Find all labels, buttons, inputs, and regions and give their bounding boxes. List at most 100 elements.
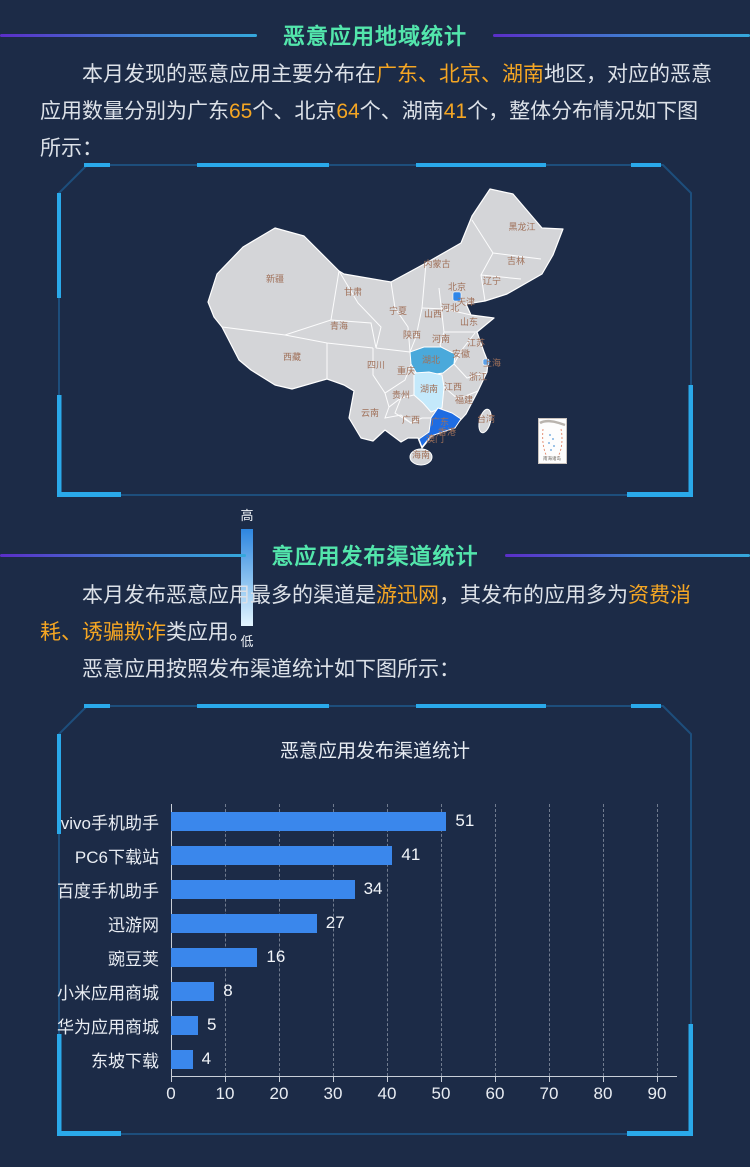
province-label: 云南 [361, 407, 379, 418]
gridline [279, 804, 280, 1076]
x-tick-label: 60 [485, 1084, 505, 1103]
bar-value-label: 41 [401, 845, 421, 864]
province-label: 湖北 [422, 355, 440, 365]
bar-row: 百度手机助手 34 [57, 872, 683, 906]
province-label: 河南 [432, 333, 450, 344]
bar-value-label: 16 [266, 947, 286, 966]
tick-mark [441, 1077, 442, 1082]
chart-y-axis [171, 804, 172, 1076]
bar-category-label: 小米应用商城 [57, 983, 159, 1003]
province-label: 宁夏 [389, 305, 407, 316]
province-borders [221, 219, 542, 424]
province-label: 安徽 [452, 348, 470, 359]
bar[interactable] [171, 947, 258, 967]
island-hainan[interactable] [409, 448, 433, 466]
chart-title: 恶意应用发布渠道统计 [279, 741, 470, 762]
province-label: 西藏 [283, 351, 301, 362]
gridline [225, 804, 226, 1076]
bar-row: vivo手机助手 51 [61, 804, 683, 838]
bar[interactable] [171, 811, 447, 831]
bar-value-label: 27 [325, 913, 345, 932]
section-title-region: 恶意应用地域统计 [283, 24, 468, 49]
tick-mark [495, 1077, 496, 1082]
province-label: 北京 [448, 281, 466, 292]
province-shanghai[interactable] [482, 358, 490, 366]
province-beijing[interactable] [452, 291, 462, 302]
x-tick-label: 50 [431, 1084, 451, 1103]
paragraph-channel-text: 本月发布恶意应用最多的渠道是游迅网，其发布的应用多为资费消耗、诱骗欺诈类应用。 [40, 577, 712, 651]
tick-mark [387, 1077, 388, 1082]
highlighted-text: 资费消耗、诱骗欺诈 [40, 584, 691, 644]
highlighted-text: 广东、北京、湖南 [376, 63, 544, 86]
legend-low-label: 低 [240, 634, 254, 649]
province-label: 广西 [402, 414, 420, 425]
province-guangdong[interactable] [418, 407, 462, 448]
bar-value-label: 8 [223, 981, 233, 1000]
province-label: 山西 [424, 309, 442, 319]
province-label: 甘肃 [344, 286, 362, 297]
tick-mark [549, 1077, 550, 1082]
paragraph-region-stats: 本月发现的恶意应用主要分布在广东、北京、湖南地区，对应的恶意应用数量分别为广东6… [40, 56, 712, 167]
province-label: 四川 [367, 360, 385, 370]
province-label: 辽宁 [483, 275, 501, 286]
bar[interactable] [171, 1049, 193, 1069]
province-label: 江苏 [467, 337, 485, 348]
bar-row: 小米应用商城 8 [57, 974, 683, 1008]
tick-mark [225, 1077, 226, 1082]
province-label: 黑龙江 [508, 221, 535, 232]
bar[interactable] [171, 845, 393, 865]
panel-frame-decoration [57, 704, 693, 1136]
bar-value-label: 34 [363, 879, 383, 898]
province-label: 山东 [460, 316, 478, 327]
bar-value-label: 51 [455, 811, 475, 830]
bar[interactable] [171, 981, 215, 1001]
gridline [549, 804, 550, 1076]
channel-chart-panel: 恶意应用发布渠道统计 vivo手机助手 51 PC6下载站 41 百度手机助手 34 迅游网… [57, 704, 693, 1136]
bar-row: 豌豆荚 16 [108, 940, 683, 974]
x-tick-label: 80 [593, 1084, 613, 1103]
header-line-right [504, 553, 750, 557]
province-hubei[interactable] [409, 346, 456, 376]
paragraph-channel-stats: 本月发布恶意应用最多的渠道是游迅网，其发布的应用多为资费消耗、诱骗欺诈类应用。 … [40, 577, 712, 688]
body-text: 本月发现的恶意应用主要分布在 [82, 63, 376, 86]
province-label: 海南 [412, 449, 430, 460]
province-label: 澳门 [426, 433, 444, 444]
bar[interactable] [171, 913, 317, 933]
tick-mark [171, 1077, 172, 1082]
x-tick-label: 70 [539, 1084, 559, 1103]
legend-gradient-bar [241, 529, 253, 626]
map-panel: 新疆 西藏 青海 甘肃 内蒙古 黑龙江 吉林 辽宁 北京 天津 河北 山西 山东 宁夏 陕西 河南 江苏 安徽 上海… [57, 163, 693, 649]
highlighted-text: 游迅网 [376, 584, 439, 607]
province-label: 陕西 [403, 329, 421, 340]
tick-mark [333, 1077, 334, 1082]
map-legend: 高 低 [233, 505, 261, 650]
bar-row: 华为应用商城 5 [57, 1008, 683, 1042]
chart-bars: vivo手机助手 51 PC6下载站 41 百度手机助手 34 迅游网 27 豌豆荚 16 小米应用… [57, 804, 683, 1076]
paragraph-region-text: 本月发现的恶意应用主要分布在广东、北京、湖南地区，对应的恶意应用数量分别为广东6… [40, 56, 712, 167]
island-taiwan[interactable] [477, 408, 493, 434]
bar[interactable] [171, 879, 355, 899]
section-header-channel: 意应用发布渠道统计 [0, 539, 750, 571]
body-text: 本月发布恶意应用最多的渠道是 [82, 584, 376, 607]
province-label: 重庆 [397, 365, 415, 376]
province-label: 福建 [455, 394, 473, 405]
header-line-right [493, 33, 750, 37]
body-text: 个，整体分布情况如下图所示： [40, 100, 699, 160]
gridline [495, 804, 496, 1076]
gridline [603, 804, 604, 1076]
panel-frame-decoration [57, 163, 693, 497]
gridline [657, 804, 658, 1076]
x-tick-label: 40 [377, 1084, 397, 1103]
legend-high-label: 高 [240, 508, 254, 523]
section-title-channel: 意应用发布渠道统计 [271, 544, 479, 569]
province-hunan[interactable] [413, 371, 445, 413]
bar[interactable] [171, 1015, 198, 1035]
bar-category-label: 东坡下载 [91, 1051, 159, 1071]
province-label: 江西 [444, 382, 462, 392]
tick-mark [657, 1077, 658, 1082]
section-header-region: 恶意应用地域统计 [0, 19, 750, 51]
bar-category-label: 豌豆荚 [108, 949, 159, 969]
body-text: 个、湖南 [359, 100, 444, 123]
